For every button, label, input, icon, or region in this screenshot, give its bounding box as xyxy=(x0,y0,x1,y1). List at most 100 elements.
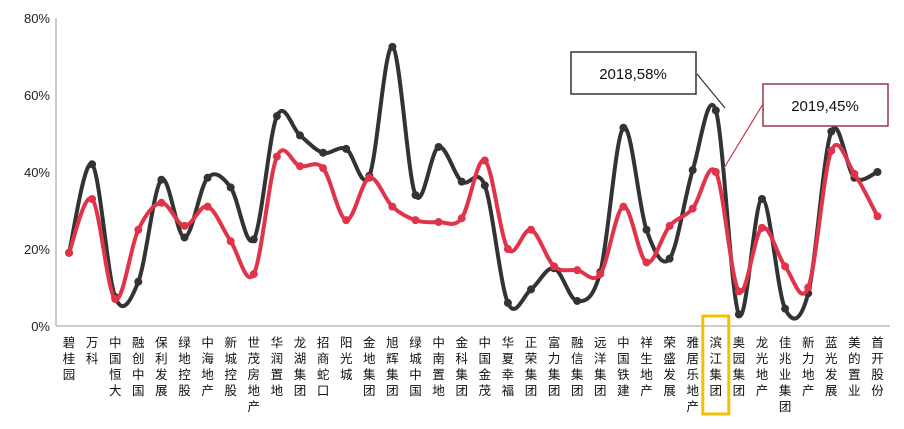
x-tick-label: 新力地产 xyxy=(802,335,815,398)
y-tick-label: 60% xyxy=(24,88,50,103)
x-tick-label: 荣盛发展 xyxy=(663,335,676,398)
x-tick-label: 佳兆业集团 xyxy=(779,335,792,414)
data-point-2018 xyxy=(134,277,143,286)
data-point-2019 xyxy=(272,152,281,161)
x-tick-label: 绿城中国 xyxy=(409,335,422,398)
data-point-2019 xyxy=(88,194,97,203)
data-point-2018 xyxy=(642,225,651,234)
data-point-2018 xyxy=(665,254,674,263)
x-tick-label: 祥生地产 xyxy=(640,335,653,398)
x-tick-label: 中国铁建 xyxy=(617,335,630,398)
data-point-2018 xyxy=(272,112,281,121)
x-tick-label: 阳光城 xyxy=(340,335,353,382)
data-point-2018 xyxy=(411,191,420,200)
data-point-2018 xyxy=(503,298,512,307)
callout-label-2018: 2018,58% xyxy=(599,66,667,83)
data-point-2018 xyxy=(388,42,397,51)
series-line-2019 xyxy=(67,142,880,302)
data-point-2019 xyxy=(203,202,212,211)
x-tick-label: 金科集团 xyxy=(455,335,468,398)
data-point-2018 xyxy=(319,148,328,157)
callout-box-2019 xyxy=(762,83,889,127)
x-tick-label: 美的置业 xyxy=(848,335,861,398)
series-2019 xyxy=(65,142,882,304)
x-tick-label: 雅居乐地产 xyxy=(686,335,699,414)
x-tick-label: 融创中国 xyxy=(132,335,145,398)
data-point-2018 xyxy=(781,304,790,313)
x-tick-label: 蓝光发展 xyxy=(825,335,838,398)
data-point-2018 xyxy=(88,160,97,169)
data-point-2019 xyxy=(642,258,651,267)
data-point-2019 xyxy=(434,218,443,227)
data-point-2019 xyxy=(688,204,697,213)
data-point-2019 xyxy=(457,214,466,223)
data-point-2019 xyxy=(411,216,420,225)
data-point-2018 xyxy=(527,285,535,294)
data-point-2018 xyxy=(573,296,582,305)
data-point-2019 xyxy=(134,225,143,234)
data-point-2019 xyxy=(550,262,559,271)
y-tick-label: 80% xyxy=(24,11,50,26)
callout-label-2019: 2019,45% xyxy=(791,98,859,115)
data-point-2019 xyxy=(111,295,120,304)
x-tick-label: 保利发展 xyxy=(155,335,168,398)
data-point-2019 xyxy=(157,198,166,207)
x-tick-label: 中国金茂 xyxy=(479,335,492,398)
data-point-2019 xyxy=(226,237,235,246)
data-point-2018 xyxy=(734,310,743,319)
data-point-2018 xyxy=(758,194,766,203)
data-point-2019 xyxy=(527,225,535,234)
data-point-2019 xyxy=(827,146,836,155)
x-tick-label: 中海地产 xyxy=(201,335,214,398)
data-point-2018 xyxy=(827,127,836,136)
x-tick-label: 奥园集团 xyxy=(733,335,746,398)
data-point-2019 xyxy=(319,164,328,173)
x-tick-label: 华润置地 xyxy=(271,335,284,398)
data-point-2018 xyxy=(226,183,235,192)
data-point-2019 xyxy=(734,287,743,296)
data-point-2019 xyxy=(342,216,351,225)
x-tick-label: 万科 xyxy=(86,335,99,366)
data-point-2018 xyxy=(711,106,720,115)
x-tick-label: 中国恒大 xyxy=(109,335,122,398)
data-point-2019 xyxy=(596,270,605,279)
x-tick-label: 远洋集团 xyxy=(594,335,607,398)
callout-leader-2018 xyxy=(696,73,726,109)
x-tick-label: 龙光地产 xyxy=(756,335,769,398)
data-point-2018 xyxy=(434,142,443,151)
data-point-2018 xyxy=(457,177,466,186)
x-tick-label: 绿地控股 xyxy=(178,335,191,398)
data-point-2018 xyxy=(203,173,212,182)
x-tick-label: 龙湖集团 xyxy=(294,335,307,398)
data-point-2019 xyxy=(804,283,813,292)
data-point-2019 xyxy=(573,266,582,275)
data-point-2018 xyxy=(249,235,258,244)
y-tick-label: 0% xyxy=(31,319,50,334)
x-tick-label: 富力集团 xyxy=(548,335,561,398)
data-point-2019 xyxy=(480,156,489,165)
data-point-2018 xyxy=(296,131,304,140)
data-point-2018 xyxy=(157,175,166,184)
data-point-2019 xyxy=(873,212,882,221)
x-tick-label: 首开股份 xyxy=(871,335,884,398)
data-point-2018 xyxy=(688,166,697,175)
x-tick-label: 新城控股 xyxy=(224,335,237,398)
data-point-2019 xyxy=(850,169,859,178)
data-point-2018 xyxy=(480,181,489,190)
x-tick-label: 正荣集团 xyxy=(525,335,538,398)
data-point-2019 xyxy=(711,168,720,176)
data-point-2019 xyxy=(781,262,790,271)
callout-box-2018 xyxy=(570,51,697,95)
data-point-2019 xyxy=(249,270,258,279)
x-tick-label: 碧桂园 xyxy=(63,335,76,382)
y-tick-label: 20% xyxy=(24,242,50,257)
data-point-2019 xyxy=(180,221,189,230)
x-tick-label: 世茂房地产 xyxy=(248,335,261,414)
x-tick-label: 中南置地 xyxy=(432,335,445,398)
y-tick-label: 40% xyxy=(24,165,50,180)
x-tick-label: 招商蛇口 xyxy=(317,335,330,398)
data-point-2019 xyxy=(665,221,674,230)
data-point-2019 xyxy=(65,248,73,257)
highlight-box xyxy=(701,314,731,416)
x-tick-label: 华夏幸福 xyxy=(502,335,515,398)
